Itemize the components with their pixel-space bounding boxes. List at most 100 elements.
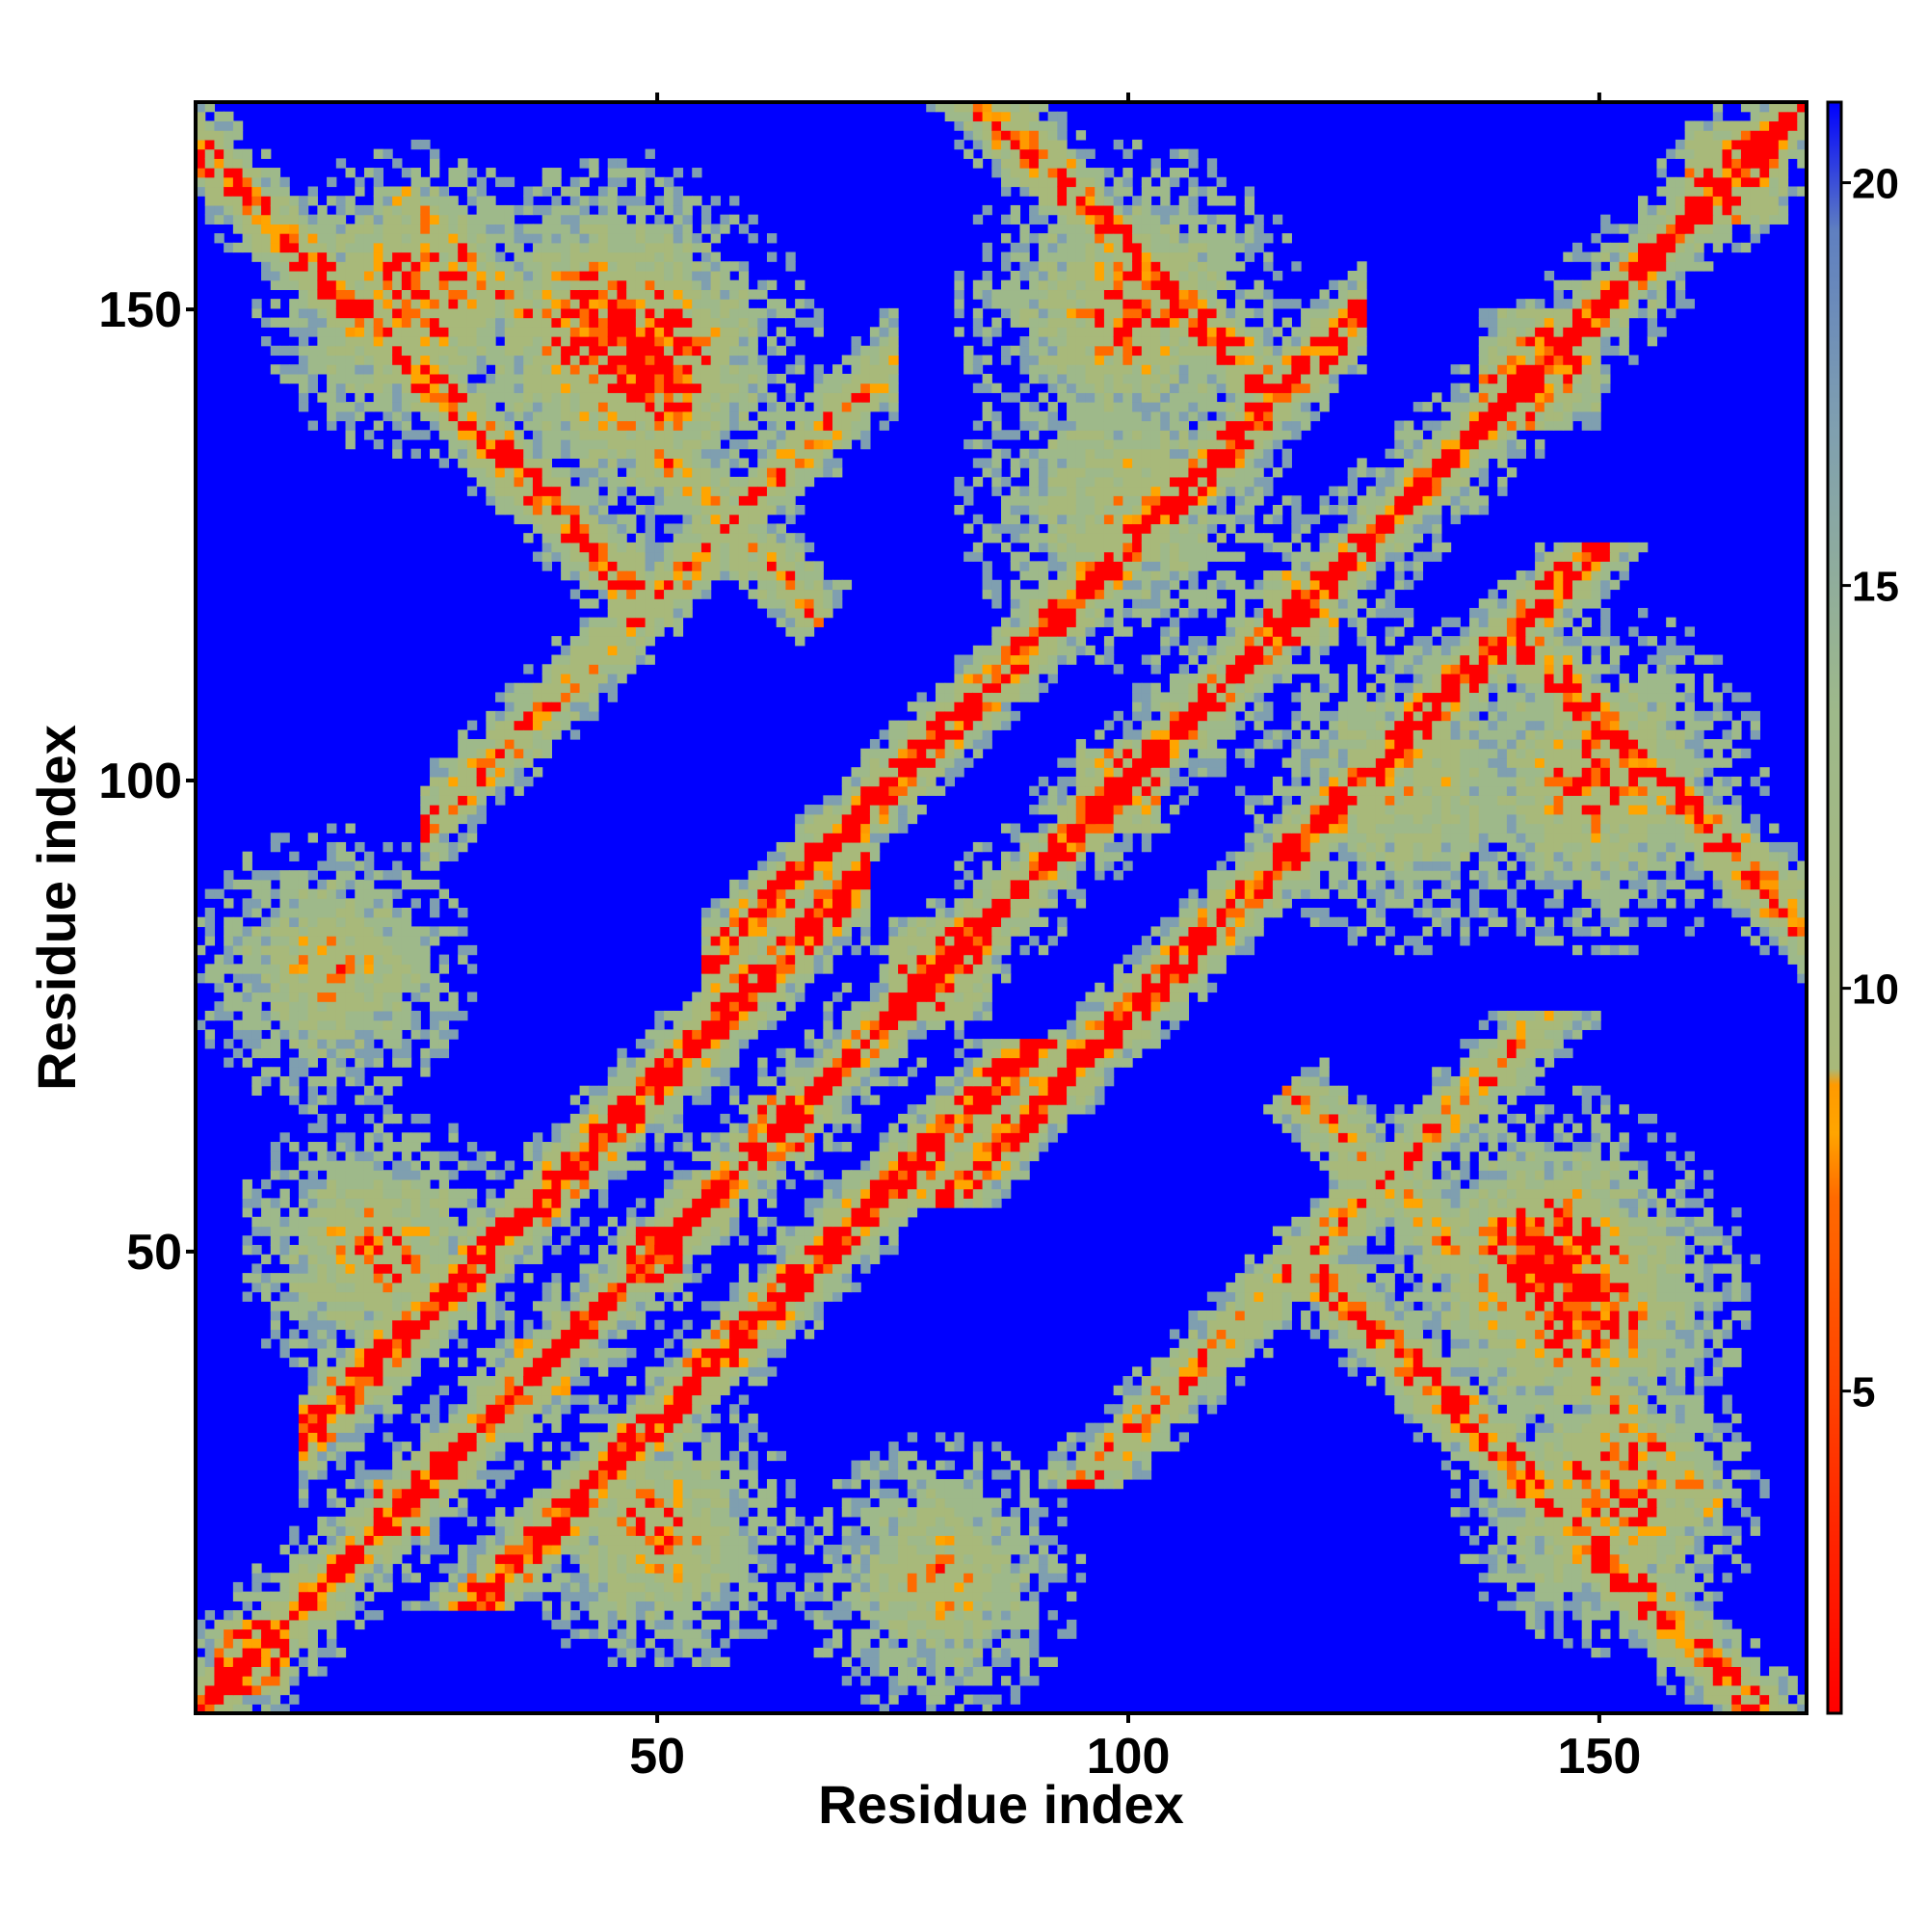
heatmap-cell bbox=[805, 1610, 814, 1620]
heatmap-cell bbox=[701, 1479, 711, 1489]
heatmap-cell bbox=[749, 1414, 758, 1423]
heatmap-cell bbox=[673, 1376, 683, 1386]
heatmap-cell bbox=[917, 1526, 927, 1536]
heatmap-cell bbox=[1751, 1638, 1760, 1648]
heatmap-cell bbox=[983, 1695, 992, 1705]
heatmap-cell bbox=[383, 1329, 392, 1338]
heatmap-cell bbox=[701, 1629, 711, 1639]
heatmap-cell bbox=[243, 1676, 252, 1685]
heatmap-cell bbox=[261, 964, 271, 973]
heatmap-cell bbox=[411, 1011, 421, 1020]
heatmap-cell bbox=[289, 1358, 299, 1367]
heatmap-cell bbox=[486, 346, 495, 356]
heatmap-cell bbox=[448, 842, 458, 852]
heatmap-cell bbox=[383, 392, 392, 402]
heatmap-cell bbox=[467, 243, 477, 252]
heatmap-cell bbox=[898, 1592, 908, 1601]
heatmap-cell bbox=[233, 1676, 243, 1685]
heatmap-cell bbox=[495, 795, 505, 805]
heatmap-cell bbox=[374, 964, 383, 973]
heatmap-cell bbox=[261, 1227, 271, 1236]
heatmap-cell bbox=[1469, 1497, 1479, 1507]
heatmap-cell bbox=[364, 1610, 374, 1620]
heatmap-cell bbox=[1620, 1601, 1629, 1610]
heatmap-cell bbox=[945, 1592, 955, 1601]
heatmap-cell bbox=[1685, 1629, 1695, 1639]
heatmap-cell bbox=[355, 1217, 364, 1227]
heatmap-cell bbox=[1422, 1404, 1432, 1414]
heatmap-cell bbox=[317, 1620, 327, 1629]
heatmap-cell bbox=[1694, 1648, 1703, 1657]
heatmap-cell bbox=[317, 1423, 327, 1433]
heatmap-cell bbox=[383, 1338, 392, 1348]
heatmap-cell bbox=[467, 1563, 477, 1573]
heatmap-cell bbox=[908, 1629, 917, 1639]
heatmap-cell bbox=[1731, 1497, 1741, 1507]
heatmap-cell bbox=[1676, 1666, 1685, 1676]
heatmap-cell bbox=[299, 299, 308, 308]
heatmap-cell bbox=[402, 1517, 411, 1526]
heatmap-cell bbox=[589, 1582, 598, 1592]
heatmap-cell bbox=[411, 936, 421, 945]
heatmap-cell bbox=[308, 1170, 318, 1179]
heatmap-cell bbox=[430, 757, 439, 767]
heatmap-cell bbox=[926, 1657, 936, 1667]
heatmap-cell bbox=[261, 186, 271, 196]
heatmap-cell bbox=[477, 355, 487, 364]
heatmap-cell bbox=[682, 1563, 692, 1573]
heatmap-cell bbox=[870, 1507, 880, 1517]
heatmap-cell bbox=[336, 926, 346, 936]
heatmap-cell bbox=[420, 215, 430, 225]
heatmap-cell bbox=[1731, 1685, 1741, 1695]
heatmap-cell bbox=[1039, 1535, 1048, 1545]
heatmap-cell bbox=[533, 1245, 542, 1255]
heatmap-cell bbox=[477, 308, 487, 318]
heatmap-cell bbox=[392, 908, 402, 917]
heatmap-cell bbox=[439, 964, 449, 973]
heatmap-cell bbox=[299, 384, 308, 393]
heatmap-cell bbox=[1469, 1479, 1479, 1489]
heatmap-cell bbox=[870, 1695, 880, 1705]
heatmap-cell bbox=[1628, 1423, 1638, 1433]
heatmap-cell bbox=[477, 1386, 487, 1395]
heatmap-cell bbox=[1666, 1432, 1676, 1442]
heatmap-cell bbox=[749, 1479, 758, 1489]
heatmap-cell bbox=[336, 1497, 346, 1507]
heatmap-cell bbox=[402, 842, 411, 852]
heatmap-cell bbox=[279, 186, 289, 196]
heatmap-cell bbox=[673, 1469, 683, 1479]
heatmap-cell bbox=[317, 1048, 327, 1058]
heatmap-cell bbox=[214, 889, 224, 899]
heatmap-cell bbox=[1517, 1545, 1526, 1554]
heatmap-cell bbox=[411, 1573, 421, 1582]
heatmap-cell bbox=[1554, 1366, 1564, 1376]
heatmap-cell bbox=[1638, 1479, 1648, 1489]
heatmap-cell bbox=[205, 130, 215, 140]
heatmap-cell bbox=[711, 1376, 721, 1386]
heatmap-cell bbox=[271, 177, 280, 187]
heatmap-cell bbox=[430, 1011, 439, 1020]
heatmap-cell bbox=[430, 364, 439, 374]
heatmap-cell bbox=[729, 1573, 739, 1582]
heatmap-cell bbox=[682, 1592, 692, 1601]
heatmap-cell bbox=[430, 1207, 439, 1217]
heatmap-cell bbox=[505, 1189, 515, 1199]
heatmap-cell bbox=[346, 1545, 356, 1554]
heatmap-cell bbox=[392, 889, 402, 899]
heatmap-cell bbox=[1676, 1629, 1685, 1639]
heatmap-cell bbox=[477, 1227, 487, 1236]
heatmap-cell bbox=[383, 889, 392, 899]
heatmap-cell bbox=[448, 449, 458, 459]
heatmap-cell bbox=[1648, 1535, 1657, 1545]
heatmap-cell bbox=[374, 1526, 383, 1536]
heatmap-cell bbox=[1638, 1386, 1648, 1395]
heatmap-cell bbox=[654, 1648, 664, 1657]
heatmap-cell bbox=[533, 1142, 542, 1151]
heatmap-cell bbox=[374, 936, 383, 945]
heatmap-cell bbox=[991, 1573, 1001, 1582]
heatmap-cell bbox=[374, 1348, 383, 1358]
heatmap-cell bbox=[364, 1414, 374, 1423]
heatmap-cell bbox=[420, 299, 430, 308]
heatmap-cell bbox=[233, 1620, 243, 1629]
